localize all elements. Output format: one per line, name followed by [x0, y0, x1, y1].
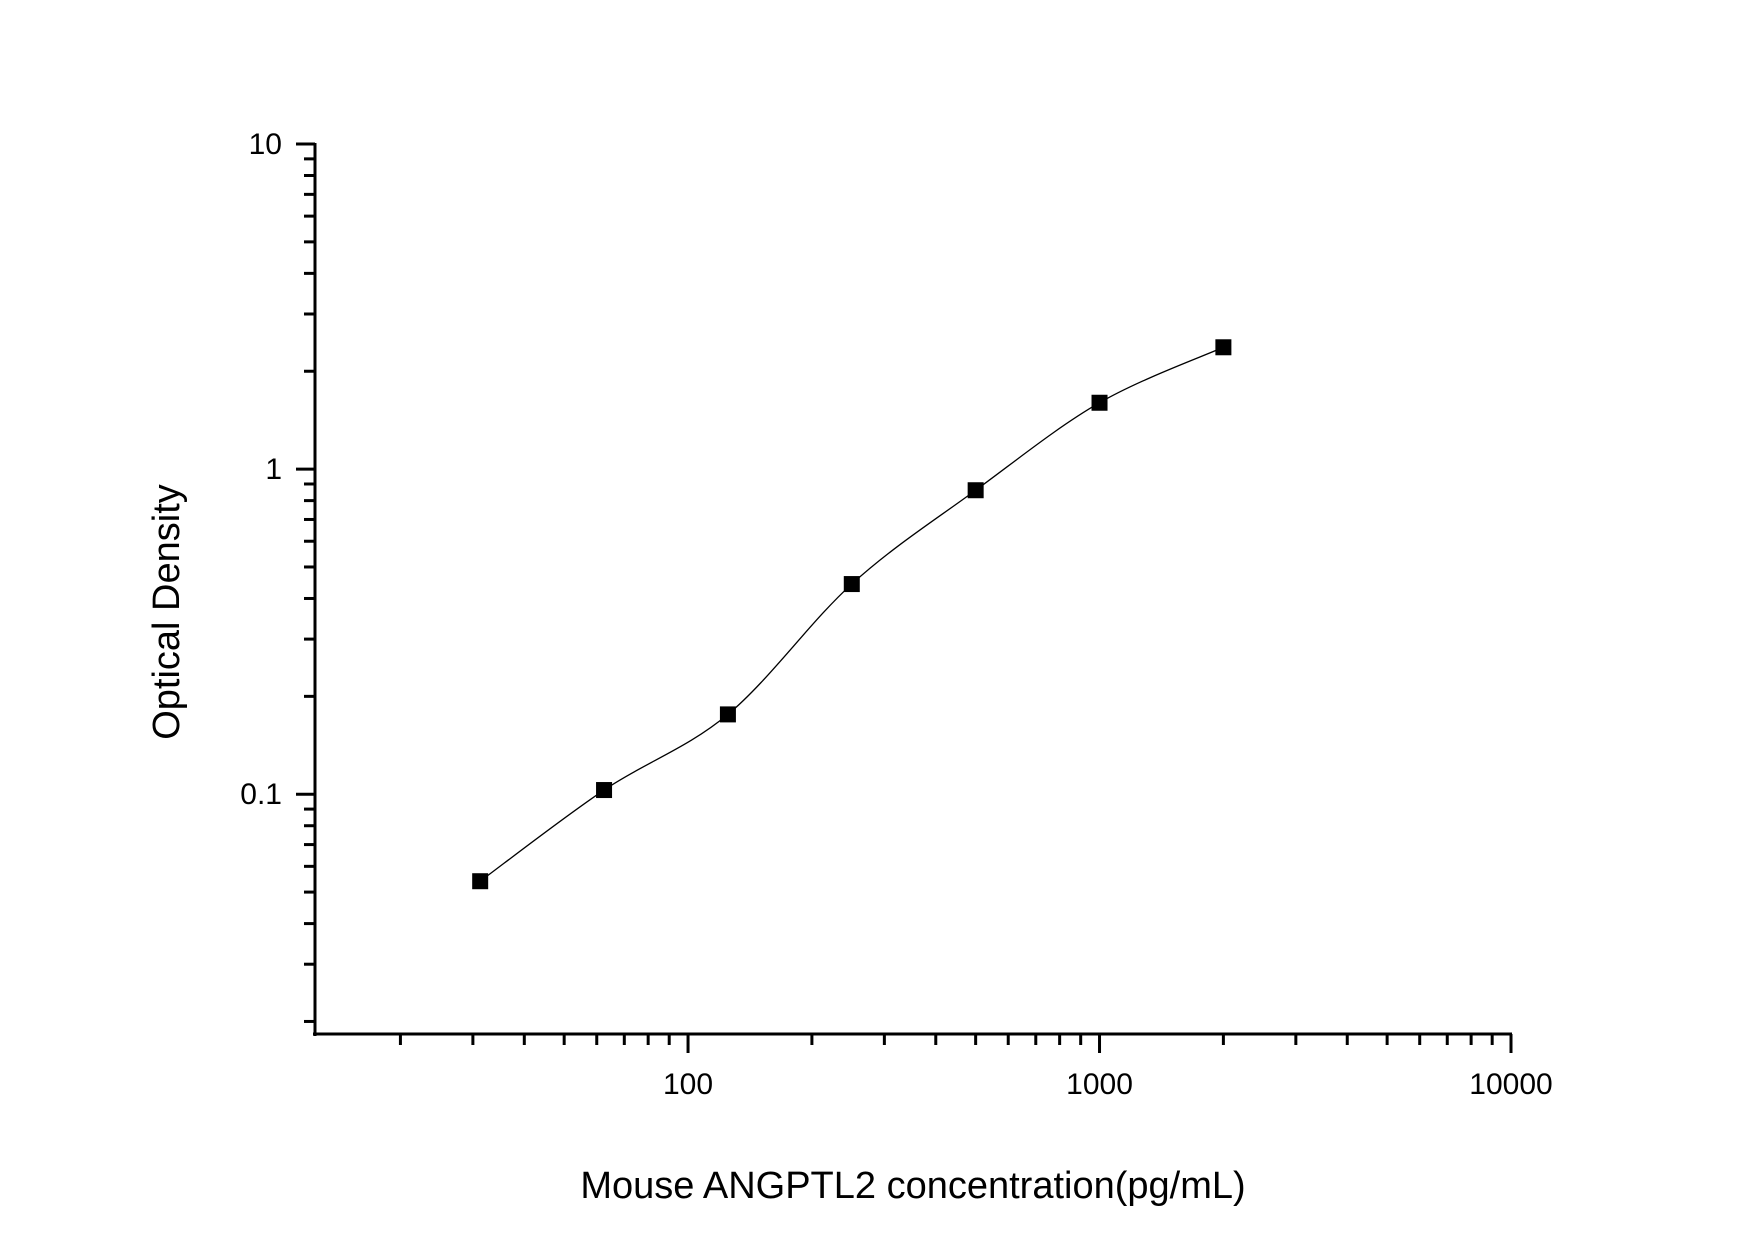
- y-tick-label: 1: [265, 453, 282, 486]
- data-markers: [472, 339, 1232, 890]
- data-point-marker: [596, 782, 613, 799]
- data-point-marker: [1091, 394, 1108, 411]
- y-axis-title: Optical Density: [146, 484, 188, 740]
- x-ticks: 100 1000 10000: [398, 1034, 1553, 1101]
- axes: 0.1 1 10 100 1000 10000: [240, 128, 1552, 1101]
- data-point-marker: [719, 706, 736, 723]
- x-tick-label: 10000: [1469, 1068, 1552, 1101]
- x-tick-label: 1000: [1066, 1068, 1133, 1101]
- y-tick-label: 10: [249, 128, 282, 161]
- x-tick-label: 100: [663, 1068, 713, 1101]
- data-point-marker: [843, 576, 860, 593]
- data-point-marker: [472, 873, 489, 890]
- data-point-marker: [1215, 339, 1232, 356]
- fit-curve: [479, 346, 1224, 882]
- x-axis-title: Mouse ANGPTL2 concentration(pg/mL): [580, 1165, 1245, 1207]
- data-point-marker: [967, 482, 984, 499]
- y-ticks: 0.1 1 10: [240, 128, 315, 1023]
- y-tick-label: 0.1: [240, 778, 282, 811]
